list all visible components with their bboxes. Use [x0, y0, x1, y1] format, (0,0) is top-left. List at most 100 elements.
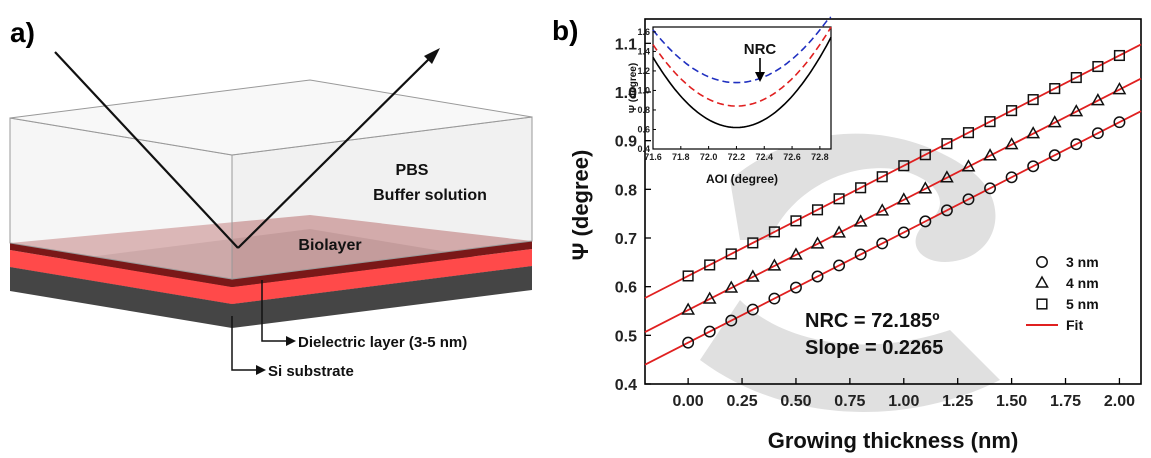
square-marker [1113, 49, 1125, 62]
circle-marker [1027, 160, 1040, 173]
square-marker [1049, 83, 1061, 95]
x-tick-label: 0.50 [780, 393, 811, 410]
square-marker [1070, 71, 1082, 84]
legend-label: 5 nm [1066, 296, 1099, 312]
substrate-callout-arrowhead [256, 365, 266, 375]
inset-y-tick-label: 0.4 [637, 144, 650, 154]
square-marker [790, 215, 802, 227]
legend-label: 3 nm [1066, 254, 1099, 270]
circle-marker [1005, 171, 1018, 184]
triangle-marker [853, 214, 868, 227]
x-axis-ticks: 0.00 0.25 0.50 0.75 1.00 1.25 1.50 1.75 2.00 [673, 378, 1135, 410]
triangle-marker [940, 170, 954, 183]
circle-marker [876, 237, 889, 250]
panel-a: a) PBS Buffer solution Biolayer Dielectr… [9, 17, 533, 380]
inset-y-tick-label: 1.0 [637, 85, 650, 95]
x-tick-label: 0.75 [834, 393, 865, 410]
inset-curve-3 [652, 16, 832, 84]
inset-chart: 71.6 71.8 72.0 72.2 72.4 72.6 72.8 0.4 0.6 0.8 1.… [628, 16, 832, 186]
circle-marker [1091, 127, 1104, 140]
circle-marker [790, 281, 802, 294]
y-tick-label: 0.9 [615, 134, 637, 151]
y-tick-label: 1.1 [615, 36, 637, 53]
circle-marker [962, 193, 975, 206]
triangle-marker [789, 247, 803, 260]
triangle-marker [896, 192, 911, 205]
square-marker [704, 259, 716, 271]
x-axis-title: Growing thickness (nm) [768, 428, 1019, 453]
triangle-marker [875, 203, 890, 216]
dielectric-label: Dielectric layer (3-5 nm) [298, 334, 467, 351]
buffer-solution-label: Buffer solution [373, 187, 487, 204]
triangle-marker [832, 225, 846, 238]
inset-curve-1 [652, 36, 832, 129]
x-tick-label: 1.75 [1050, 393, 1081, 410]
triangle-marker [767, 258, 782, 271]
inset-y-axis-ticks: 0.4 0.6 0.8 1.0 1.2 1.4 1.6 [637, 27, 656, 154]
legend-label: 4 nm [1066, 275, 1099, 291]
inset-x-tick-label: 72.4 [755, 152, 773, 162]
dielectric-callout [261, 280, 288, 342]
inset-plot-frame [652, 26, 832, 150]
square-marker [898, 160, 910, 172]
inset-y-tick-label: 1.2 [637, 66, 650, 76]
inset-y-tick-label: 1.4 [637, 46, 650, 56]
triangle-marker [961, 159, 976, 172]
y-axis-ticks: 0.4 0.5 0.6 0.7 0.8 0.9 1.0 1.1 [615, 36, 651, 394]
circle-marker [1070, 138, 1083, 151]
panel-a-label: a) [10, 17, 35, 48]
fit-line-3 [644, 43, 1142, 299]
circle-marker [833, 259, 846, 272]
legend-triangle-marker [1035, 275, 1049, 288]
triangle-marker [983, 148, 997, 161]
square-marker [725, 248, 737, 260]
square-marker [1006, 105, 1018, 117]
square-marker [833, 193, 845, 205]
dielectric-callout-arrowhead [286, 336, 296, 346]
inset-x-tick-label: 72.0 [700, 152, 718, 162]
fit-line-1 [644, 110, 1142, 366]
square-marker [941, 138, 953, 150]
solution-top [9, 79, 533, 156]
triangle-marker [1004, 137, 1019, 150]
biolayer-layer [10, 241, 532, 287]
square-marker [984, 116, 996, 128]
square-marker [682, 270, 694, 282]
nrc-annotation: NRC = 72.185º [805, 310, 940, 332]
main-chart: 0.00 0.25 0.50 0.75 1.00 1.25 1.50 1.75 2.00 0.4… [568, 18, 1142, 453]
triangle-marker [1090, 93, 1105, 106]
square-marker [919, 149, 931, 161]
triangle-marker [810, 236, 825, 249]
pbs-label: PBS [396, 162, 429, 179]
triangle-marker [745, 269, 760, 282]
inset-x-tick-label: 72.6 [783, 152, 801, 162]
triangle-marker [1047, 115, 1062, 128]
circle-marker [1113, 116, 1126, 129]
slope-annotation: Slope = 0.2265 [805, 337, 943, 359]
inset-x-tick-label: 72.8 [811, 152, 829, 162]
circle-marker [811, 270, 824, 283]
y-tick-label: 0.8 [615, 182, 637, 199]
inset-y-axis-title: Ψ (degree) [628, 63, 639, 113]
y-tick-label: 0.5 [615, 328, 637, 345]
triangle-marker [724, 280, 739, 293]
circle-marker [768, 292, 781, 305]
square-marker [962, 127, 975, 139]
substrate-callout [231, 316, 258, 371]
panel-b: b) 0.00 0.25 0.50 0.75 1.00 1.25 1.50 1.75 2.00 … [552, 15, 1142, 453]
data-markers [681, 49, 1127, 349]
inset-y-tick-label: 0.8 [637, 105, 650, 115]
legend-square-marker [1036, 298, 1048, 310]
inset-x-axis-title: AOI (degree) [706, 172, 778, 186]
circle-marker [746, 303, 759, 316]
legend: 3 nm 4 nm 5 nm Fit [1026, 254, 1099, 333]
triangle-marker [918, 181, 933, 194]
inset-curve-2 [652, 26, 832, 107]
inset-x-tick-label: 71.6 [644, 152, 662, 162]
triangle-marker [681, 302, 696, 315]
x-tick-label: 1.25 [942, 393, 973, 410]
square-marker [811, 204, 824, 216]
x-tick-label: 1.50 [996, 393, 1027, 410]
x-tick-label: 2.00 [1104, 393, 1135, 410]
